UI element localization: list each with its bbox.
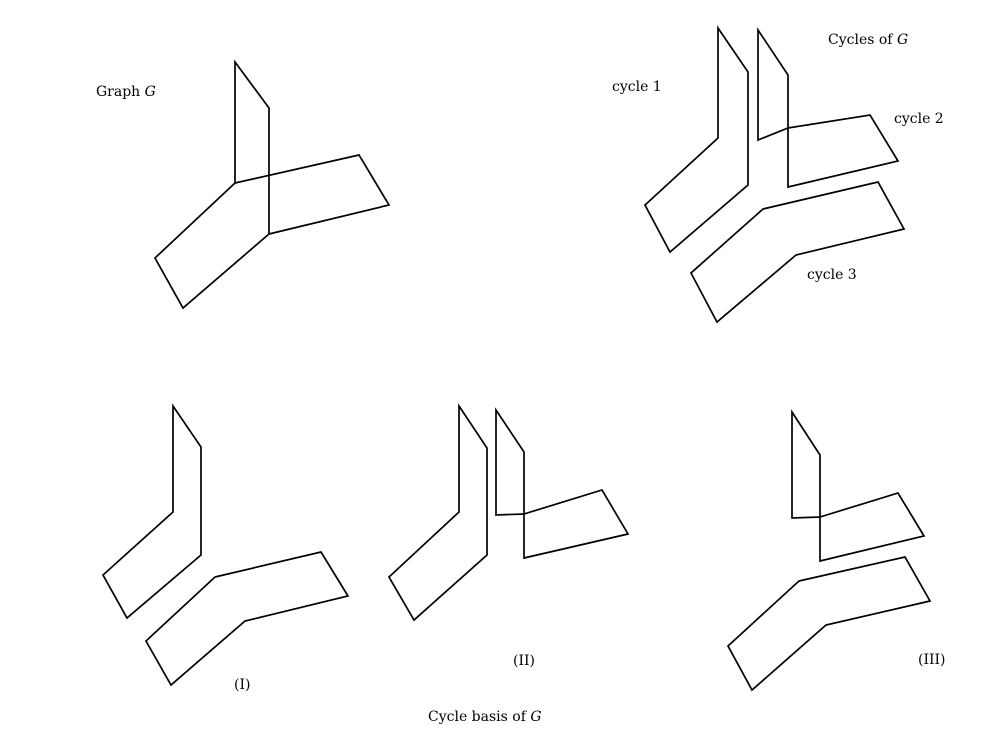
graph-g-label: Graph G (96, 84, 156, 100)
graph-g (153, 59, 391, 310)
basis-i-cycle-3 (144, 551, 350, 687)
cycles-of-g-title: Cycles of G (828, 32, 908, 48)
basis-iii-label: (III) (918, 652, 946, 668)
cycle-1-shape (643, 25, 749, 254)
basis-i (101, 403, 350, 687)
basis-iii-cycle-2 (791, 409, 926, 563)
cycle-3-shape (689, 181, 906, 324)
cycle-2-shape (757, 27, 900, 189)
cycle-2-label: cycle 2 (894, 111, 944, 127)
basis-ii-cycle-1 (387, 403, 488, 622)
basis-ii-cycle-2 (495, 407, 630, 560)
basis-iii (726, 409, 932, 692)
cycle-3-label: cycle 3 (807, 267, 857, 283)
basis-iii-cycle-3 (726, 556, 932, 692)
basis-ii (387, 403, 630, 622)
cycle-basis-caption: Cycle basis of G (428, 709, 542, 725)
basis-i-label: (I) (234, 677, 250, 693)
cycles-of-g (643, 25, 906, 324)
basis-i-cycle-1 (101, 403, 202, 620)
cycle-1-label: cycle 1 (612, 79, 662, 95)
graph-g-edges (153, 59, 391, 310)
basis-ii-label: (II) (513, 653, 535, 669)
